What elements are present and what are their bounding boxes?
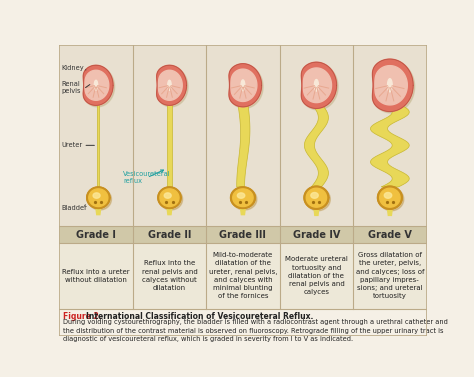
- Polygon shape: [373, 59, 413, 112]
- Polygon shape: [380, 188, 400, 207]
- FancyBboxPatch shape: [59, 243, 427, 309]
- Text: Gross dilatation of
the ureter, pelvis,
and calyces; loss of
papillary impres-
s: Gross dilatation of the ureter, pelvis, …: [356, 252, 424, 299]
- Text: Kidney: Kidney: [62, 64, 84, 70]
- Text: Vesicoureteral
reflux: Vesicoureteral reflux: [123, 170, 171, 184]
- Polygon shape: [97, 104, 100, 187]
- Polygon shape: [241, 208, 245, 215]
- FancyBboxPatch shape: [59, 45, 427, 226]
- Text: Mild-to-moderate
dilatation of the
ureter, renal pelvis,
and calyces with
minima: Mild-to-moderate dilatation of the urete…: [209, 252, 277, 299]
- Polygon shape: [89, 189, 108, 207]
- Text: Grade II: Grade II: [148, 230, 191, 240]
- Polygon shape: [167, 208, 172, 215]
- Text: Ureter: Ureter: [62, 143, 82, 148]
- Text: Reflux into the
renal pelvis and
calyces without
dilatation: Reflux into the renal pelvis and calyces…: [142, 261, 197, 291]
- Polygon shape: [304, 186, 329, 209]
- Polygon shape: [157, 65, 186, 105]
- Text: Moderate ureteral
tortuosity and
dilatation of the
renal pelvis and
calyces: Moderate ureteral tortuosity and dilatat…: [285, 256, 348, 295]
- Text: Renal
pelvis: Renal pelvis: [62, 81, 81, 94]
- Polygon shape: [388, 79, 392, 92]
- Polygon shape: [158, 67, 188, 107]
- Polygon shape: [93, 193, 100, 198]
- Polygon shape: [388, 209, 392, 215]
- Text: Grade V: Grade V: [368, 230, 412, 240]
- Polygon shape: [232, 188, 257, 210]
- Polygon shape: [374, 61, 415, 113]
- Polygon shape: [314, 80, 319, 91]
- Polygon shape: [158, 187, 181, 208]
- Polygon shape: [241, 80, 245, 91]
- Polygon shape: [87, 187, 110, 208]
- Polygon shape: [237, 193, 245, 198]
- Polygon shape: [311, 193, 318, 198]
- Polygon shape: [88, 188, 111, 210]
- FancyBboxPatch shape: [59, 309, 427, 336]
- Text: Reflux into a ureter
without dilatation: Reflux into a ureter without dilatation: [62, 269, 130, 283]
- Text: Grade IV: Grade IV: [293, 230, 340, 240]
- Polygon shape: [158, 70, 182, 100]
- Polygon shape: [233, 189, 253, 207]
- Polygon shape: [371, 104, 409, 187]
- Polygon shape: [306, 188, 330, 211]
- Polygon shape: [306, 188, 327, 207]
- Text: Grade III: Grade III: [219, 230, 266, 240]
- Polygon shape: [304, 104, 328, 187]
- Polygon shape: [237, 104, 250, 187]
- Polygon shape: [94, 80, 98, 90]
- Polygon shape: [303, 68, 331, 103]
- Polygon shape: [303, 64, 338, 110]
- Polygon shape: [83, 65, 113, 105]
- Polygon shape: [160, 189, 179, 207]
- Text: Grade I: Grade I: [76, 230, 116, 240]
- Polygon shape: [96, 208, 100, 215]
- Polygon shape: [164, 193, 171, 198]
- Polygon shape: [230, 187, 255, 208]
- Polygon shape: [379, 188, 404, 211]
- Polygon shape: [377, 186, 402, 209]
- Polygon shape: [375, 66, 407, 105]
- Polygon shape: [314, 209, 319, 215]
- FancyBboxPatch shape: [59, 226, 427, 243]
- Polygon shape: [167, 104, 172, 187]
- Polygon shape: [231, 69, 257, 101]
- Polygon shape: [384, 193, 392, 198]
- Polygon shape: [168, 80, 171, 90]
- Text: International Classification of Vesicoureteral Reflux.: International Classification of Vesicour…: [86, 312, 314, 321]
- Polygon shape: [85, 67, 115, 107]
- Polygon shape: [159, 188, 182, 210]
- Text: Bladder: Bladder: [62, 205, 87, 211]
- Polygon shape: [85, 70, 109, 100]
- Polygon shape: [229, 64, 262, 107]
- Polygon shape: [230, 65, 263, 108]
- Text: During voiding cystourethrography, the bladder is filled with a radiocontrast ag: During voiding cystourethrography, the b…: [63, 319, 448, 342]
- Polygon shape: [301, 62, 337, 108]
- Text: Figure 2.: Figure 2.: [63, 312, 104, 321]
